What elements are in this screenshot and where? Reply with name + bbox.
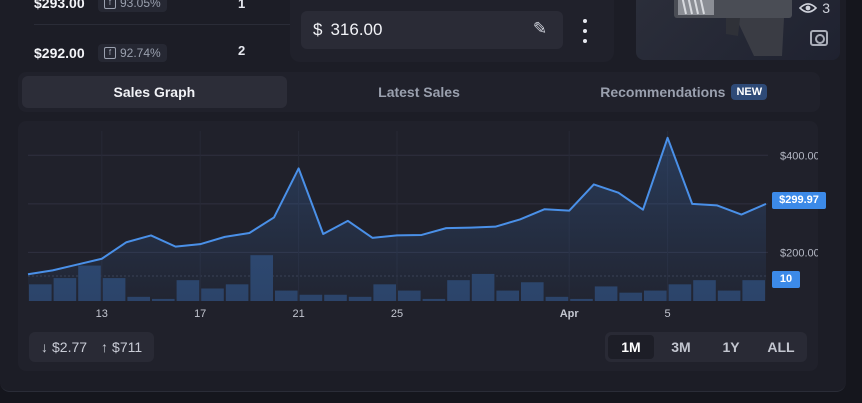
range-1m[interactable]: 1M (608, 335, 654, 359)
y-tick-label: $200.00 (780, 247, 818, 259)
tab-latest-sales[interactable]: Latest Sales (287, 76, 552, 108)
x-tick-label: 25 (391, 308, 403, 320)
price-line (27, 136, 767, 276)
float-badge: f 93.05% (98, 0, 167, 12)
listings-list: $293.00 f 93.05% 1 $292.00 f 92.74% 2 (18, 0, 296, 66)
divider (34, 24, 296, 25)
x-tick-label: 21 (292, 308, 304, 320)
current-price-tag: $299.97 (772, 192, 826, 209)
time-range-selector: 1M 3M 1Y ALL (605, 332, 807, 362)
min-price-value: $2.77 (52, 339, 88, 355)
tab-label: Sales Graph (113, 84, 196, 100)
listing-quantity: 1 (238, 0, 246, 11)
price-value[interactable]: 316.00 (330, 20, 383, 39)
listing-price: $293.00 (34, 0, 85, 11)
x-tick-label: 17 (194, 308, 206, 320)
views-number: 3 (822, 0, 830, 16)
arrow-down-icon: ↓ (41, 339, 48, 355)
max-price: ↑ $711 (101, 339, 142, 355)
listing-quantity: 2 (238, 43, 246, 58)
sales-chart[interactable]: $400.00 $200.00 13 17 21 25 Apr 5 (18, 121, 818, 321)
x-tick-label: 13 (96, 308, 108, 320)
range-3m[interactable]: 3M (671, 339, 691, 355)
max-price-value: $711 (112, 339, 143, 355)
price-area (28, 137, 766, 301)
sales-chart-panel: $400.00 $200.00 13 17 21 25 Apr 5 $299.97 10 ↓ $… (18, 121, 826, 371)
tab-bar: Sales Graph Latest Sales Recommendations… (18, 72, 820, 112)
eye-icon (799, 3, 818, 13)
range-1y[interactable]: 1Y (722, 339, 740, 355)
range-all[interactable]: ALL (767, 339, 795, 355)
view-count: 3 (799, 0, 830, 16)
more-options-icon[interactable] (577, 19, 593, 43)
edit-pencil-icon[interactable]: ✎ (532, 19, 548, 38)
x-tick-label: Apr (560, 308, 580, 320)
float-badge: f 92.74% (98, 44, 167, 62)
y-tick-label: $400.00 (780, 150, 818, 162)
float-value: 93.05% (120, 0, 161, 10)
item-preview: 3 (636, 0, 840, 60)
new-badge: NEW (731, 84, 768, 100)
currency-symbol: $ (313, 20, 323, 39)
pistol-image-icon (674, 0, 792, 56)
current-volume-tag: 10 (772, 271, 800, 288)
tab-label: Latest Sales (378, 84, 460, 100)
x-tick-label: 5 (665, 308, 671, 320)
price-input[interactable]: $ 316.00 ✎ (301, 11, 563, 49)
float-value: 92.74% (120, 46, 161, 60)
listing-price: $292.00 (34, 45, 85, 61)
inspect-icon[interactable] (810, 30, 828, 46)
float-icon: f (104, 0, 116, 9)
min-price: ↓ $2.77 (41, 339, 87, 355)
tab-label: Recommendations (600, 84, 726, 100)
price-card: $ 316.00 ✎ (290, 0, 614, 62)
listing-row[interactable]: $293.00 f 93.05% 1 (34, 0, 294, 16)
tab-sales-graph[interactable]: Sales Graph (22, 76, 287, 108)
price-range-summary: ↓ $2.77 ↑ $711 (29, 332, 155, 362)
tab-recommendations[interactable]: Recommendations NEW (551, 76, 816, 108)
listing-row[interactable]: $292.00 f 92.74% 2 (34, 40, 294, 66)
arrow-up-icon: ↑ (101, 339, 109, 355)
float-icon: f (104, 47, 116, 59)
